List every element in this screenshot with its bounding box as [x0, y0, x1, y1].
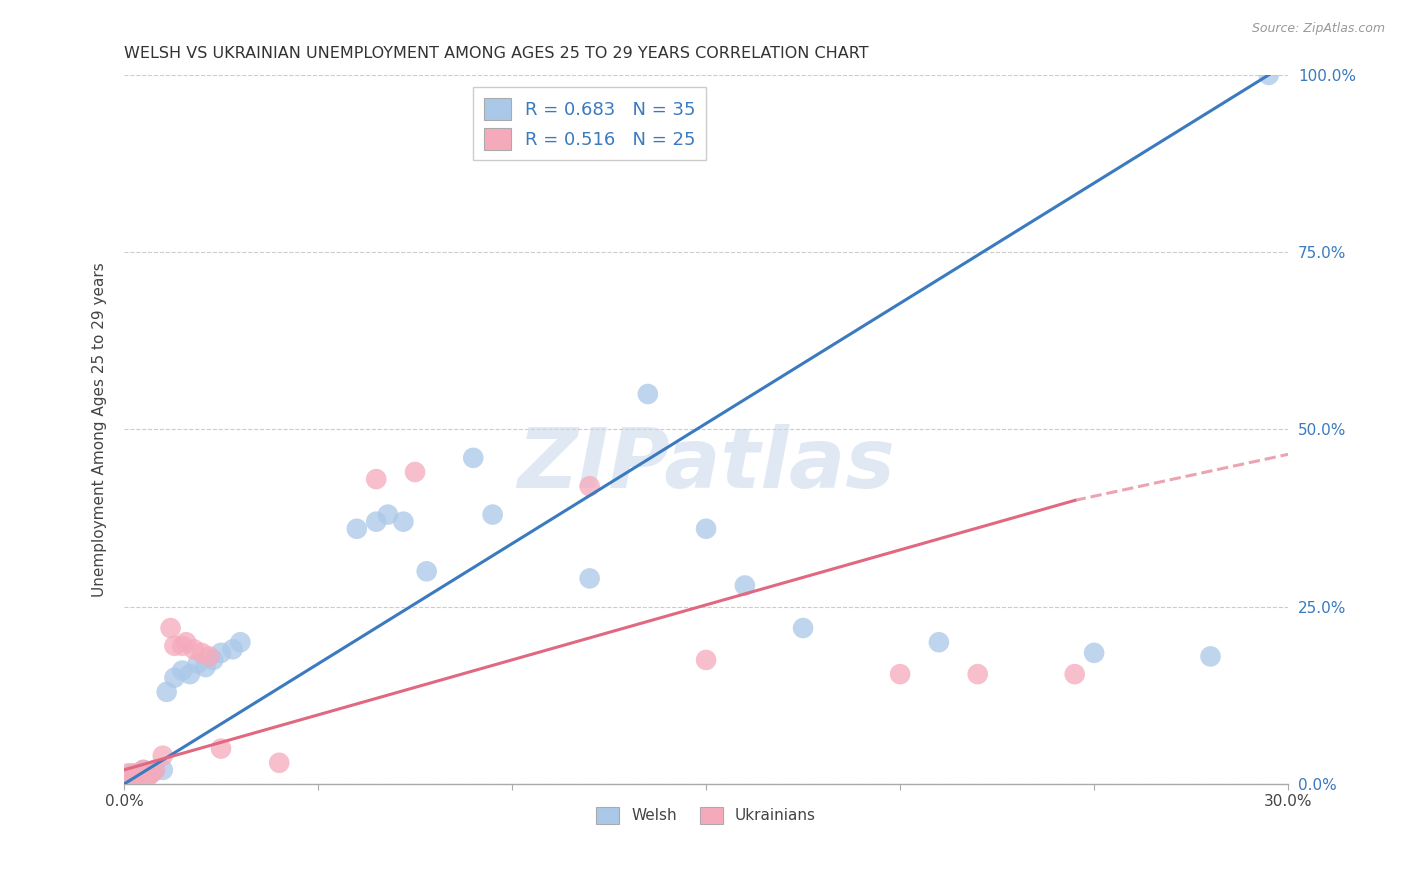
- Point: [128, 766, 150, 780]
- Point: [163, 639, 186, 653]
- Point: [128, 766, 150, 780]
- Point: [1199, 649, 1222, 664]
- Point: [269, 756, 291, 770]
- Point: [202, 653, 225, 667]
- Point: [463, 450, 485, 465]
- Point: [143, 763, 166, 777]
- Point: [156, 685, 179, 699]
- Point: [1257, 68, 1279, 82]
- Legend: Welsh, Ukrainians: Welsh, Ukrainians: [591, 801, 823, 830]
- Point: [792, 621, 814, 635]
- Point: [152, 748, 174, 763]
- Point: [141, 766, 163, 780]
- Point: [187, 657, 209, 671]
- Point: [124, 770, 146, 784]
- Point: [928, 635, 950, 649]
- Point: [481, 508, 503, 522]
- Point: [117, 770, 139, 784]
- Point: [966, 667, 988, 681]
- Point: [121, 770, 143, 784]
- Point: [229, 635, 252, 649]
- Point: [174, 635, 197, 649]
- Point: [172, 664, 194, 678]
- Point: [695, 522, 717, 536]
- Y-axis label: Unemployment Among Ages 25 to 29 years: Unemployment Among Ages 25 to 29 years: [93, 262, 107, 597]
- Point: [1063, 667, 1085, 681]
- Point: [190, 646, 212, 660]
- Point: [141, 766, 163, 780]
- Point: [152, 763, 174, 777]
- Text: ZIPatlas: ZIPatlas: [517, 425, 896, 506]
- Point: [377, 508, 399, 522]
- Point: [346, 522, 368, 536]
- Point: [889, 667, 911, 681]
- Point: [578, 479, 600, 493]
- Point: [163, 671, 186, 685]
- Point: [392, 515, 415, 529]
- Point: [366, 515, 388, 529]
- Text: WELSH VS UKRAINIAN UNEMPLOYMENT AMONG AGES 25 TO 29 YEARS CORRELATION CHART: WELSH VS UKRAINIAN UNEMPLOYMENT AMONG AG…: [124, 46, 869, 62]
- Point: [183, 642, 205, 657]
- Point: [172, 639, 194, 653]
- Point: [136, 770, 159, 784]
- Point: [159, 621, 181, 635]
- Text: Source: ZipAtlas.com: Source: ZipAtlas.com: [1251, 22, 1385, 36]
- Point: [404, 465, 426, 479]
- Point: [734, 578, 756, 592]
- Point: [117, 766, 139, 780]
- Point: [124, 766, 146, 780]
- Point: [132, 763, 155, 777]
- Point: [143, 763, 166, 777]
- Point: [221, 642, 243, 657]
- Point: [121, 766, 143, 780]
- Point: [136, 770, 159, 784]
- Point: [198, 649, 221, 664]
- Point: [179, 667, 201, 681]
- Point: [1083, 646, 1105, 660]
- Point: [209, 741, 232, 756]
- Point: [366, 472, 388, 486]
- Point: [695, 653, 717, 667]
- Point: [209, 646, 232, 660]
- Point: [132, 763, 155, 777]
- Point: [578, 571, 600, 585]
- Point: [637, 387, 659, 401]
- Point: [194, 660, 217, 674]
- Point: [415, 564, 437, 578]
